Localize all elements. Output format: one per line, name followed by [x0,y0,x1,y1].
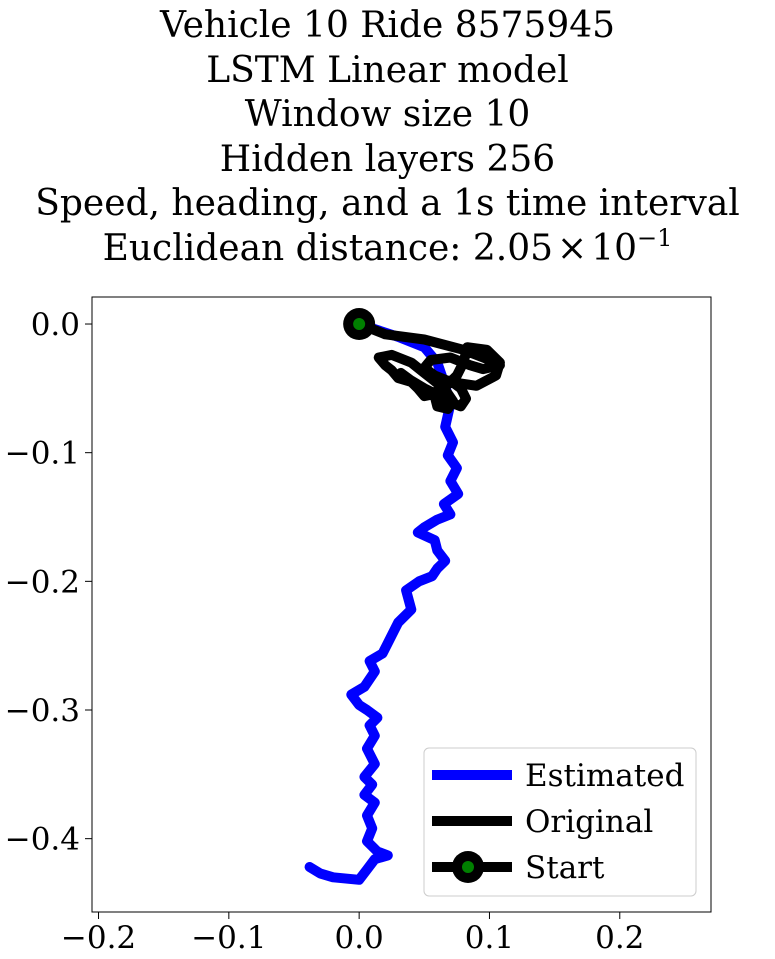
distance-exponent: −1 [637,223,673,252]
distance-times: × [557,227,588,269]
chart-title: Vehicle 10 Ride 8575945 LSTM Linear mode… [0,4,775,271]
x-tick-label: 0.2 [595,920,644,956]
legend-original-label: Original [525,804,653,840]
legend-estimated-label: Estimated [525,758,684,794]
series-original-line [354,319,505,414]
title-line-features: Speed, heading, and a 1s time interval [35,183,740,224]
y-tick-label: −0.2 [5,564,80,600]
start-marker-dot [353,318,366,331]
x-tick-label: 0.0 [334,920,383,956]
title-line-model: LSTM Linear model [206,49,569,91]
x-axis-ticks: −0.2 −0.1 0.0 0.1 0.2 [61,912,644,956]
series-estimated-line [304,319,464,885]
legend: Estimated Original Start [423,747,697,897]
title-line-window: Window size 10 [244,94,531,135]
y-tick-label: −0.1 [5,436,80,472]
distance-base: 10 [591,227,638,269]
title-line-hidden: Hidden layers 256 [219,138,556,180]
x-tick-label: 0.1 [465,920,514,956]
x-tick-label: −0.2 [61,920,136,956]
title-line-distance: Euclidean distance: 2.05 × 10−1 [0,223,775,272]
title-line-vehicle: Vehicle 10 Ride 8575945 [159,5,616,46]
distance-prefix: Euclidean distance: 2.05 [102,227,554,269]
series-layer [304,308,505,885]
y-tick-label: −0.3 [5,693,80,729]
x-tick-label: −0.1 [191,920,266,956]
y-axis-ticks: 0.0 −0.1 −0.2 −0.3 −0.4 [5,307,92,858]
plot-frame [91,296,712,913]
legend-box [423,747,697,897]
y-tick-label: −0.4 [5,822,80,858]
y-tick-label: 0.0 [31,307,80,343]
legend-start-marker-dot [462,861,474,873]
legend-start-label: Start [525,850,605,886]
